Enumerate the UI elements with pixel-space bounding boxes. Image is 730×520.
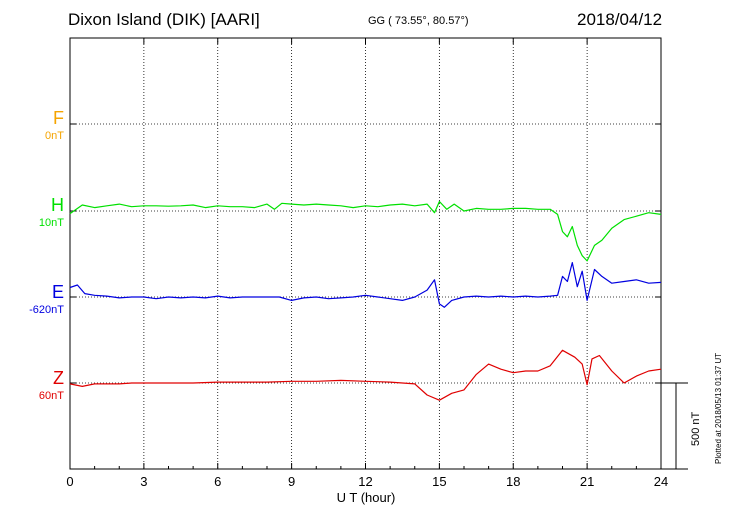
x-tick-label: 3 (140, 474, 147, 489)
scale-bar-label: 500 nT (690, 411, 702, 446)
x-tick-label: 18 (506, 474, 520, 489)
component-baseline: -620nT (29, 304, 64, 316)
component-letter: F (53, 108, 64, 128)
x-axis-ticks: 0 3 6 9 12 15 18 21 24 (66, 38, 668, 489)
component-baseline: 60nT (38, 390, 64, 402)
component-label-e: E -620nT (10, 282, 64, 316)
x-tick-label: 21 (580, 474, 594, 489)
grid-lines (143, 38, 588, 469)
geographic-coordinates: GG ( 73.55°, 80.57°) (368, 15, 469, 27)
x-axis-label: U T (hour) (337, 490, 396, 505)
x-tick-label: 0 (66, 474, 73, 489)
component-baseline: 0nT (45, 130, 64, 142)
x-tick-label: 6 (214, 474, 221, 489)
component-letter: Z (53, 368, 64, 388)
scale-bar (661, 382, 688, 470)
station-title: Dixon Island (DIK) [AARI] (68, 10, 260, 29)
series-lines (69, 200, 662, 401)
plotted-timestamp: Plotted at 2018/05/13 01:37 UT (714, 352, 723, 464)
component-letter: E (51, 282, 64, 302)
component-baselines (70, 123, 661, 384)
component-baseline: 10nT (38, 217, 64, 229)
component-letter: H (51, 195, 64, 215)
x-tick-label: 9 (288, 474, 295, 489)
plot-date: 2018/04/12 (577, 10, 663, 29)
component-label-z: Z 60nT (20, 368, 64, 402)
x-tick-label: 24 (654, 474, 668, 489)
series-line-h (69, 200, 662, 262)
x-tick-label: 12 (358, 474, 372, 489)
x-tick-label: 15 (432, 474, 446, 489)
series-line-e (69, 262, 662, 308)
component-label-f: F 0nT (30, 108, 64, 142)
series-line-z (69, 349, 662, 401)
component-label-h: H 10nT (20, 195, 64, 229)
